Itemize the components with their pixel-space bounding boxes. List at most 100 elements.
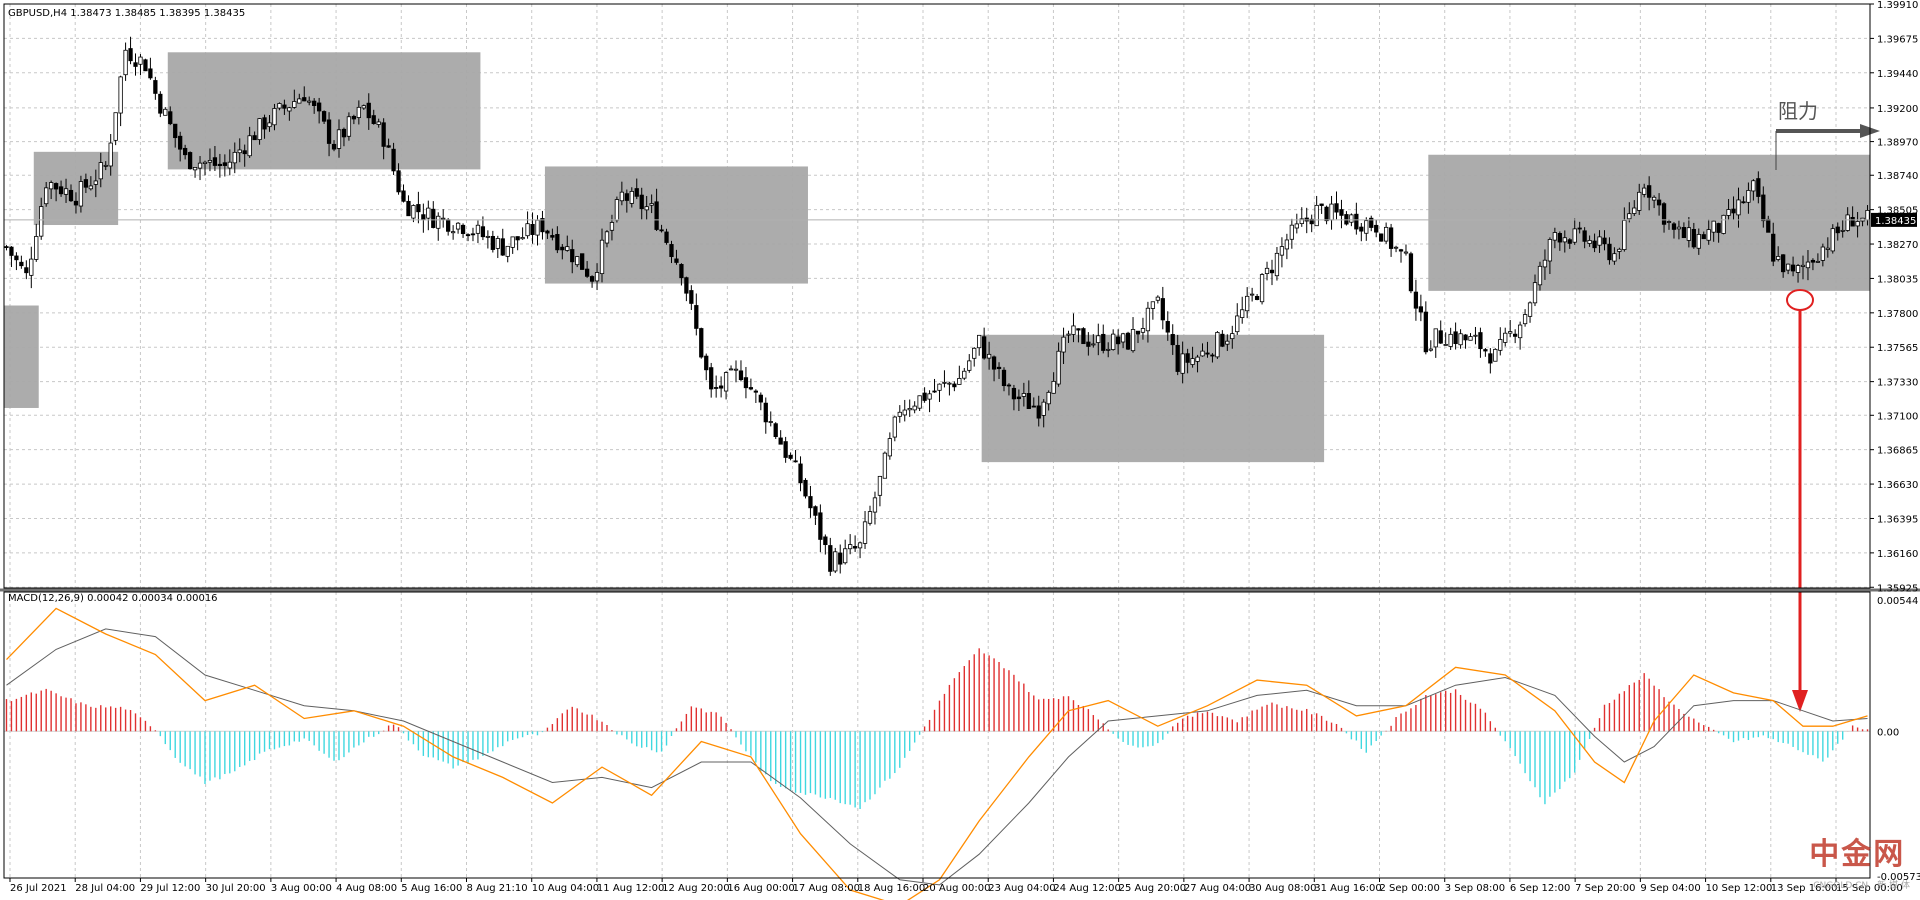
- candle-body: [1632, 207, 1637, 214]
- candle-body: [183, 147, 188, 156]
- candle-body: [927, 393, 932, 400]
- candle-body: [1101, 333, 1106, 351]
- candle-body: [1006, 384, 1012, 387]
- annotations: 1.38435: [4, 124, 1917, 712]
- candle-body: [1830, 228, 1835, 252]
- price-tick-label: 1.38970: [1877, 138, 1918, 149]
- candle-body: [1651, 196, 1657, 201]
- candle-body: [1607, 243, 1612, 261]
- price-tick-label: 1.39675: [1877, 34, 1918, 45]
- candle-body: [1408, 253, 1414, 292]
- candle-body: [475, 224, 481, 234]
- candle-body: [1840, 229, 1845, 232]
- candle-body: [192, 167, 198, 171]
- candle-body: [828, 545, 833, 572]
- candle-body: [505, 245, 510, 257]
- candle-body: [892, 416, 897, 438]
- candle-body: [664, 231, 669, 243]
- candle-body: [788, 454, 793, 459]
- candle-body: [1513, 333, 1518, 337]
- candle-body: [1438, 330, 1443, 344]
- candle-body: [232, 151, 237, 164]
- macd-signal-line: [6, 628, 1868, 886]
- candle-body: [34, 236, 39, 260]
- candle-body: [1627, 213, 1632, 220]
- candle-body: [1805, 261, 1811, 269]
- candle-body: [242, 150, 247, 155]
- candle-body: [1021, 393, 1026, 397]
- candle-body: [937, 383, 942, 391]
- time-tick-label: 5 Aug 16:00: [401, 883, 462, 894]
- time-tick-label: 27 Aug 04:00: [1184, 883, 1251, 894]
- candle-body: [848, 544, 853, 550]
- candle-body: [604, 231, 610, 244]
- candle-body: [694, 305, 699, 329]
- candle-body: [1686, 227, 1691, 241]
- candle-body: [753, 390, 758, 393]
- candle-body: [1001, 369, 1007, 387]
- watermark-site: CNGOLD.CN: [1813, 881, 1869, 891]
- candle-body: [1617, 248, 1622, 252]
- candle-body: [401, 190, 406, 202]
- watermark-sub: 新 媒 体: [1877, 881, 1910, 891]
- candle-body: [1582, 230, 1587, 242]
- candle-body: [877, 475, 883, 496]
- time-tick-label: 26 Jul 2021: [10, 883, 67, 894]
- candle-body: [1383, 226, 1389, 242]
- candle-body: [748, 387, 754, 390]
- candle-body: [1776, 256, 1781, 260]
- candle-body: [709, 367, 714, 390]
- candle-body: [1190, 358, 1195, 365]
- candle-body: [867, 511, 873, 524]
- candle-body: [336, 129, 342, 149]
- candle-body: [1175, 344, 1180, 372]
- candle-body: [525, 223, 530, 237]
- candle-body: [485, 235, 491, 238]
- time-tick-label: 8 Aug 21:10: [467, 883, 528, 894]
- candle-body: [1259, 274, 1265, 303]
- candle-body: [718, 385, 724, 389]
- candle-body: [1359, 226, 1364, 232]
- candle-body: [843, 548, 848, 564]
- candle-body: [704, 355, 709, 371]
- candle-body: [168, 111, 173, 125]
- candle-body: [1855, 221, 1860, 227]
- candle-body: [376, 121, 381, 125]
- candle-body: [560, 246, 565, 251]
- candle-body: [1210, 354, 1215, 357]
- candle-body: [852, 546, 858, 549]
- candle-body: [341, 128, 347, 138]
- candle-body: [1785, 263, 1791, 271]
- candle-body: [1676, 226, 1682, 230]
- candle-body: [411, 205, 416, 219]
- candle-body: [1845, 214, 1850, 231]
- candle-body: [1036, 405, 1041, 419]
- candle-body: [227, 161, 232, 169]
- candle-body: [1111, 333, 1116, 350]
- time-tick-label: 6 Sep 12:00: [1510, 883, 1570, 894]
- candle-body: [594, 272, 600, 282]
- candle-body: [575, 256, 580, 266]
- candle-body: [356, 106, 361, 118]
- time-tick-label: 2 Sep 00:00: [1380, 883, 1440, 894]
- candle-body: [862, 521, 868, 544]
- candle-body: [1170, 334, 1175, 346]
- candle-body: [272, 108, 277, 126]
- candle-body: [1577, 227, 1582, 230]
- candle-body: [912, 405, 917, 411]
- candle-body: [118, 76, 123, 114]
- candle-body: [991, 356, 997, 370]
- candle-body: [1726, 209, 1731, 216]
- candle-body: [1130, 329, 1136, 352]
- price-tick-label: 1.35925: [1877, 583, 1918, 594]
- candle-body: [78, 181, 84, 207]
- candle-body: [1140, 328, 1146, 333]
- candle-body: [103, 164, 108, 167]
- candle-body: [312, 100, 317, 106]
- candle-body: [1106, 348, 1111, 351]
- candle-body: [321, 111, 327, 122]
- candle-body: [1393, 246, 1399, 249]
- candle-body: [1225, 340, 1230, 345]
- candle-body: [743, 377, 749, 389]
- candlesticks: [4, 36, 1870, 576]
